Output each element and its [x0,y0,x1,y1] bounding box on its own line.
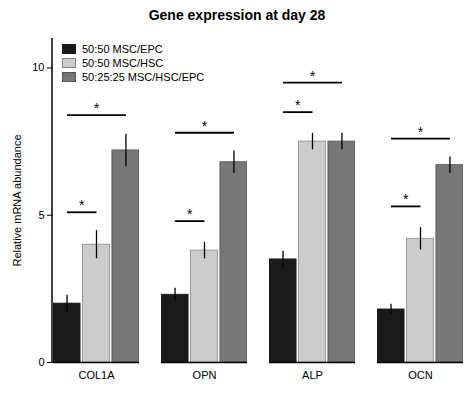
svg-text:5: 5 [38,209,44,221]
svg-text:10: 10 [32,61,44,73]
svg-text:Relative mRNA abundance: Relative mRNA abundance [11,134,23,266]
svg-text:COL1A: COL1A [78,369,115,381]
html-text:50:50 MSC/HSC: 50:50 MSC/HSC [82,57,164,69]
svg-text:ALP: ALP [302,369,323,381]
html-text:50:50 MSC/EPC: 50:50 MSC/EPC [82,43,163,55]
svg-text:*: * [94,100,100,116]
svg-text:*: * [187,206,193,222]
svg-text:*: * [403,191,409,207]
html-text:Gene expression at day 28: Gene expression at day 28 [148,7,326,23]
svg-text:*: * [418,124,424,140]
svg-text:*: * [79,197,85,213]
svg-text:*: * [202,118,208,134]
svg-text:OPN: OPN [193,369,217,381]
html-text:50:25:25 MSC/HSC/EPC: 50:25:25 MSC/HSC/EPC [82,71,205,83]
svg-text:0: 0 [38,356,44,368]
svg-text:OCN: OCN [408,369,433,381]
svg-text:*: * [310,68,316,84]
svg-text:*: * [295,97,301,113]
